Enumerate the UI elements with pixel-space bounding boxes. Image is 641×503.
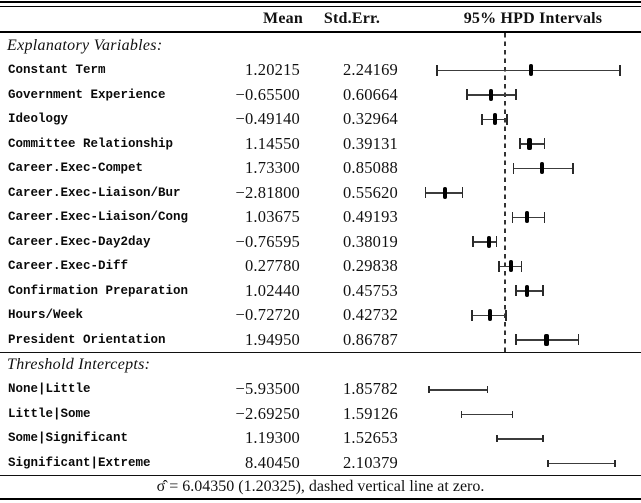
- mean-value: 1.94950: [244, 329, 300, 349]
- row-label: Government Experience: [8, 87, 166, 102]
- mean-value: −0.76595: [235, 231, 300, 251]
- table-footer: σ̂ = 6.04350 (1.20325), dashed vertical …: [0, 476, 641, 498]
- table-row: Significant|Extreme 8.40450 2.10379: [0, 451, 641, 476]
- section-divider-rule: [0, 352, 641, 353]
- table-row: Hours/Week −0.72720 0.42732: [0, 303, 641, 328]
- stderr-value: 0.45753: [342, 280, 398, 300]
- mean-value: 1.20215: [244, 60, 300, 80]
- footer-rule: [0, 475, 641, 476]
- stderr-value: 0.85088: [342, 158, 398, 178]
- table-row: None|Little −5.93500 1.85782: [0, 377, 641, 402]
- stderr-value: 1.59126: [342, 403, 398, 423]
- row-label: Hours/Week: [8, 308, 84, 323]
- row-label: Little|Some: [8, 406, 91, 421]
- row-label: Career.Exec-Diff: [8, 259, 129, 274]
- mean-value: −0.49140: [235, 109, 300, 129]
- stderr-value: 0.42732: [342, 305, 398, 325]
- row-label: Career.Exec-Compet: [8, 161, 144, 176]
- row-label: Significant|Extreme: [8, 455, 151, 470]
- mean-value: −0.72720: [235, 305, 300, 325]
- table-row: Ideology −0.49140 0.32964: [0, 107, 641, 132]
- table-row: Committee Relationship 1.14550 0.39131: [0, 132, 641, 157]
- row-label: Committee Relationship: [8, 136, 174, 151]
- table-row: Confirmation Preparation 1.02440 0.45753: [0, 279, 641, 304]
- section-title: Threshold Intercepts:: [0, 353, 641, 377]
- mean-value: 1.02440: [244, 280, 300, 300]
- stderr-value: 0.55620: [342, 182, 398, 202]
- stderr-value: 0.86787: [342, 329, 398, 349]
- table-row: Some|Significant 1.19300 1.52653: [0, 426, 641, 451]
- column-header-hpd-intervals: 95% HPD Intervals: [463, 9, 603, 27]
- stderr-value: 0.60664: [342, 84, 398, 104]
- section-threshold-intercepts: Threshold Intercepts: None|Little −5.935…: [0, 353, 641, 475]
- mean-value: 0.27780: [244, 256, 300, 276]
- row-label: Career.Exec-Day2day: [8, 234, 151, 249]
- row-label: Constant Term: [8, 63, 106, 78]
- mean-value: 1.19300: [244, 428, 300, 448]
- stderr-value: 2.24169: [342, 60, 398, 80]
- stderr-value: 2.10379: [342, 452, 398, 472]
- mean-value: −0.65500: [235, 84, 300, 104]
- table-row: Government Experience −0.65500 0.60664: [0, 83, 641, 108]
- stderr-value: 0.49193: [342, 207, 398, 227]
- footer-note: σ̂ = 6.04350 (1.20325), dashed vertical …: [156, 477, 485, 495]
- row-label: Career.Exec-Liaison/Bur: [8, 185, 181, 200]
- mean-value: 1.73300: [244, 158, 300, 178]
- mean-value: 1.03675: [244, 207, 300, 227]
- header-rule: [0, 31, 641, 33]
- stderr-value: 1.52653: [342, 428, 398, 448]
- column-header-mean: Mean: [263, 9, 303, 27]
- table-row: Career.Exec-Diff 0.27780 0.29838: [0, 254, 641, 279]
- mean-value: 8.40450: [244, 452, 300, 472]
- table-row: Career.Exec-Liaison/Bur −2.81800 0.55620: [0, 181, 641, 206]
- row-label: None|Little: [8, 382, 91, 397]
- mean-value: 1.14550: [244, 133, 300, 153]
- top-double-rule: [0, 1, 641, 7]
- column-header-row: Mean Std.Err. 95% HPD Intervals: [0, 7, 641, 32]
- row-label: Some|Significant: [8, 431, 129, 446]
- mean-value: −2.81800: [235, 182, 300, 202]
- row-label: Confirmation Preparation: [8, 283, 189, 298]
- table-row: Little|Some −2.69250 1.59126: [0, 402, 641, 427]
- mean-value: −5.93500: [235, 379, 300, 399]
- stderr-value: 0.39131: [342, 133, 398, 153]
- section-title-label: Threshold Intercepts:: [7, 356, 151, 373]
- section-title: Explanatory Variables:: [0, 33, 641, 58]
- stderr-value: 0.32964: [342, 109, 398, 129]
- row-label: President Orientation: [8, 332, 166, 347]
- row-label: Ideology: [8, 112, 69, 127]
- bottom-rule: [0, 497, 641, 500]
- table-row: President Orientation 1.94950 0.86787: [0, 328, 641, 353]
- mean-value: −2.69250: [235, 403, 300, 423]
- row-label: Career.Exec-Liaison/Cong: [8, 210, 189, 225]
- table-row: Career.Exec-Compet 1.73300 0.85088: [0, 156, 641, 181]
- column-header-stderr: Std.Err.: [323, 9, 381, 27]
- table-row: Career.Exec-Liaison/Cong 1.03675 0.49193: [0, 205, 641, 230]
- section-explanatory-variables: Explanatory Variables: Constant Term 1.2…: [0, 33, 641, 352]
- table-row: Career.Exec-Day2day −0.76595 0.38019: [0, 230, 641, 255]
- stderr-value: 0.38019: [342, 231, 398, 251]
- section-title-label: Explanatory Variables:: [7, 36, 163, 54]
- table-row: Constant Term 1.20215 2.24169: [0, 58, 641, 83]
- stderr-value: 1.85782: [342, 379, 398, 399]
- stderr-value: 0.29838: [342, 256, 398, 276]
